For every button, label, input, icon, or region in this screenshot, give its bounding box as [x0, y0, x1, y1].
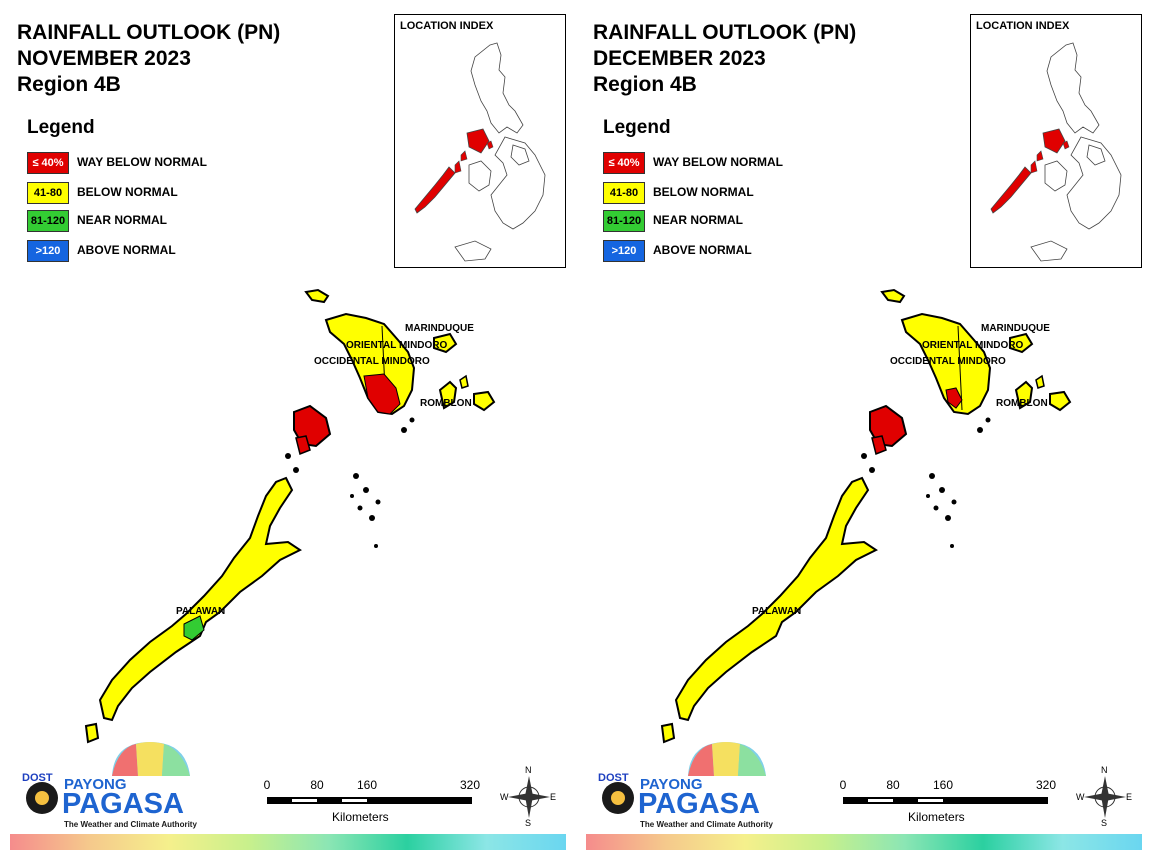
compass-icon — [1084, 776, 1126, 818]
scale-tick: 160 — [932, 778, 954, 792]
location-index-map: LOCATION INDEX — [394, 14, 566, 268]
panel-title: RAINFALL OUTLOOK (PN) NOVEMBER 2023 Regi… — [17, 20, 280, 98]
legend-swatch: 41-80 — [27, 182, 69, 204]
scale-tick: 0 — [263, 778, 271, 792]
scale-tick: 160 — [356, 778, 378, 792]
outlook-panel-december: RAINFALL OUTLOOK (PN) DECEMBER 2023 Regi… — [576, 0, 1152, 864]
title-line-1: RAINFALL OUTLOOK (PN) — [593, 21, 857, 44]
logo-pagasa: PAGASA — [62, 788, 184, 820]
label-occidental-mindoro: OCCIDENTAL MINDORO — [314, 356, 430, 367]
legend-swatch: >120 — [27, 240, 69, 262]
scale-unit: Kilometers — [908, 810, 965, 824]
outlook-panel-november: RAINFALL OUTLOOK (PN) NOVEMBER 2023 Regi… — [10, 14, 566, 850]
label-oriental-mindoro: ORIENTAL MINDORO — [346, 340, 448, 351]
scale-bar: 0 80 160 320 Kilometers — [262, 778, 492, 828]
title-region: Region 4B — [593, 73, 697, 96]
legend-label: BELOW NORMAL — [77, 185, 178, 199]
logo-tagline: The Weather and Climate Authority — [64, 820, 197, 829]
title-month: NOVEMBER 2023 — [17, 47, 191, 70]
compass-rose: N S E W — [1076, 765, 1134, 828]
label-occidental-mindoro: OCCIDENTAL MINDORO — [890, 356, 1006, 367]
legend-swatch: >120 — [603, 240, 645, 262]
scale-tick: 80 — [886, 778, 900, 792]
scale-tick: 320 — [1035, 778, 1057, 792]
compass-s: S — [525, 818, 532, 828]
compass-icon — [508, 776, 550, 818]
label-romblon: ROMBLON — [420, 398, 472, 409]
compass-n: N — [1101, 765, 1108, 775]
label-palawan: PALAWAN — [752, 606, 802, 617]
title-month: DECEMBER 2023 — [593, 47, 766, 70]
legend-title: Legend — [603, 117, 671, 138]
scale-tick: 80 — [310, 778, 324, 792]
legend-label: WAY BELOW NORMAL — [653, 155, 784, 169]
scale-bar-graphic — [843, 797, 1048, 804]
region-4b-map — [660, 288, 1072, 744]
region-4b-map — [84, 288, 496, 744]
title-region: Region 4B — [17, 73, 121, 96]
umbrella-icon — [602, 742, 766, 814]
philippines-outline — [990, 42, 1122, 262]
legend-swatch: 81-120 — [603, 210, 645, 232]
legend-swatch: 81-120 — [27, 210, 69, 232]
logo-dost: DOST — [22, 772, 53, 784]
panel-title: RAINFALL OUTLOOK (PN) DECEMBER 2023 Regi… — [593, 20, 856, 98]
logo-payong: PAYONG — [640, 776, 703, 793]
payong-pagasa-logo: DOST PAYONG PAGASA The Weather and Clima… — [18, 740, 198, 832]
label-oriental-mindoro: ORIENTAL MINDORO — [922, 340, 1024, 351]
legend-label: BELOW NORMAL — [653, 185, 754, 199]
compass-s: S — [1101, 818, 1108, 828]
compass-w: W — [1076, 792, 1085, 802]
scale-bar-graphic — [267, 797, 472, 804]
location-index-title: LOCATION INDEX — [400, 20, 494, 32]
footer-gradient-bar — [10, 834, 566, 850]
umbrella-icon — [26, 742, 190, 814]
compass-n: N — [525, 765, 532, 775]
label-marinduque: MARINDUQUE — [405, 323, 474, 334]
footer-gradient-bar — [586, 834, 1142, 850]
compass-w: W — [500, 792, 509, 802]
legend-swatch: ≤ 40% — [27, 152, 69, 174]
location-index-title: LOCATION INDEX — [976, 20, 1070, 32]
scale-tick: 320 — [459, 778, 481, 792]
philippines-outline — [414, 42, 546, 262]
scale-bar: 0 80 160 320 Kilometers — [838, 778, 1068, 828]
title-line-1: RAINFALL OUTLOOK (PN) — [17, 21, 281, 44]
compass-e: E — [550, 792, 557, 802]
legend-swatch: ≤ 40% — [603, 152, 645, 174]
logo-payong: PAYONG — [64, 776, 127, 793]
legend-label: ABOVE NORMAL — [653, 243, 752, 257]
compass-rose: N S E W — [500, 765, 558, 828]
payong-pagasa-logo: DOST PAYONG PAGASA The Weather and Clima… — [594, 740, 774, 832]
legend-label: NEAR NORMAL — [653, 213, 743, 227]
location-index-map: LOCATION INDEX — [970, 14, 1142, 268]
label-romblon: ROMBLON — [996, 398, 1048, 409]
legend-label: ABOVE NORMAL — [77, 243, 176, 257]
legend-label: NEAR NORMAL — [77, 213, 167, 227]
logo-pagasa: PAGASA — [638, 788, 760, 820]
legend-swatch: 41-80 — [603, 182, 645, 204]
scale-tick: 0 — [839, 778, 847, 792]
logo-tagline: The Weather and Climate Authority — [640, 820, 773, 829]
legend-label: WAY BELOW NORMAL — [77, 155, 208, 169]
legend-title: Legend — [27, 117, 95, 138]
scale-unit: Kilometers — [332, 810, 389, 824]
label-palawan: PALAWAN — [176, 606, 226, 617]
compass-e: E — [1126, 792, 1133, 802]
logo-dost: DOST — [598, 772, 629, 784]
label-marinduque: MARINDUQUE — [981, 323, 1050, 334]
